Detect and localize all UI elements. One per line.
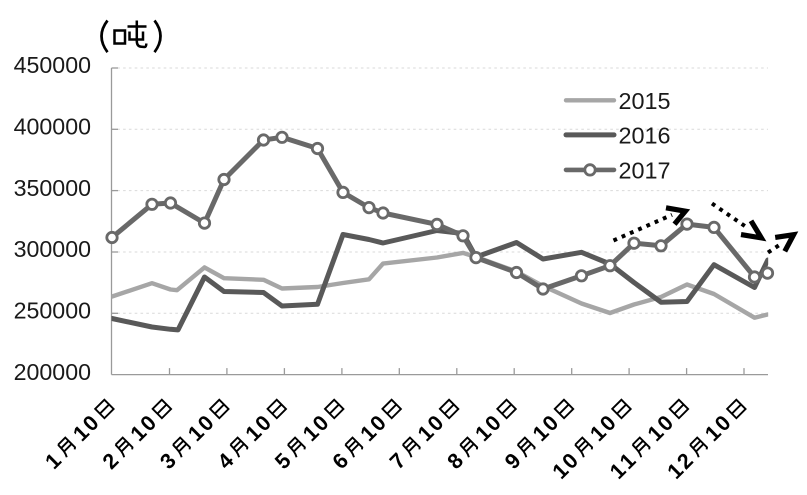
svg-text:2017: 2017 — [619, 157, 671, 183]
svg-text:400000: 400000 — [14, 114, 91, 140]
svg-text:450000: 450000 — [14, 52, 91, 78]
svg-text:350000: 350000 — [14, 175, 91, 201]
svg-text:300000: 300000 — [14, 236, 91, 262]
svg-text:2015: 2015 — [619, 88, 671, 114]
svg-text:2016: 2016 — [619, 122, 671, 148]
svg-text:250000: 250000 — [14, 298, 91, 324]
svg-text:200000: 200000 — [14, 359, 91, 385]
